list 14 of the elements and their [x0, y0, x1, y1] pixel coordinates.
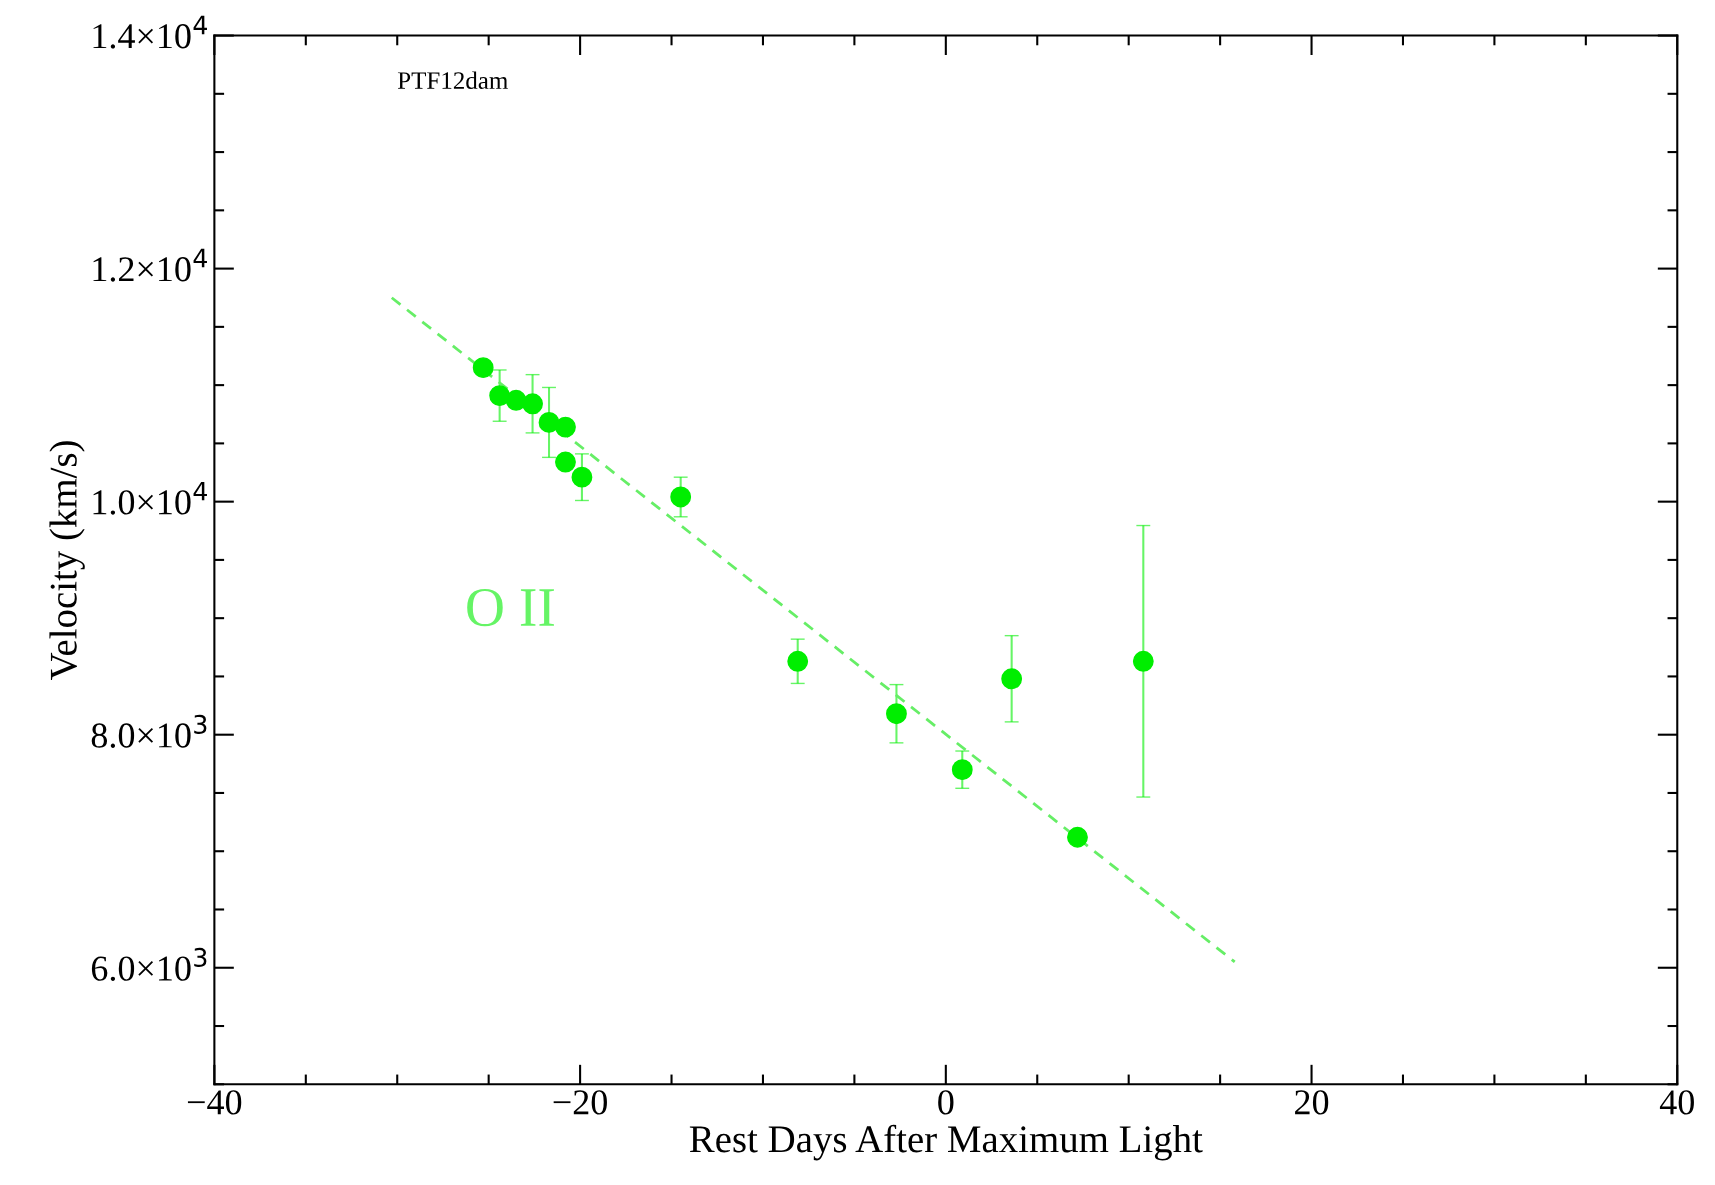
y-tick-label: 1.2×10$^{4}$: [93, 248, 207, 282]
series-label: O II: [467, 588, 554, 627]
x-tick-label: 0: [938, 1090, 954, 1115]
y-axis-title: Velocity (km/s): [49, 441, 85, 680]
x-tick-label: −40: [187, 1090, 242, 1115]
x-tick-label: −20: [553, 1090, 607, 1115]
y-tick-label: 1.0×10$^{4}$: [93, 481, 207, 515]
y-tick-label: 1.4×10$^{4}$: [93, 15, 207, 49]
x-tick-label: 20: [1295, 1090, 1329, 1115]
x-tick-label: 40: [1659, 1090, 1694, 1115]
annotation: PTF12dam: [397, 71, 508, 89]
x-axis-title: Rest Days After Maximum Light: [689, 1124, 1203, 1161]
y-tick-label: 6.0×10$^{3}$: [91, 947, 207, 981]
y-tick-label: 8.0×10$^{3}$: [91, 714, 207, 748]
